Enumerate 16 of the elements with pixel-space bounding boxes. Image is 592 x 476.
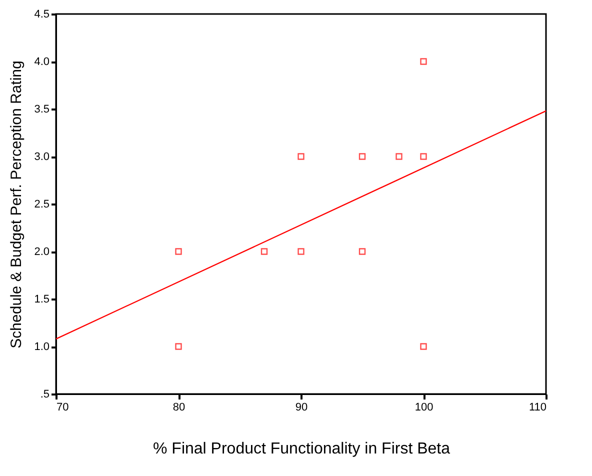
y-tick-label: 3.0	[34, 151, 50, 163]
x-tick-label: 80	[172, 402, 186, 414]
y-tick-label: 2.5	[34, 198, 50, 210]
y-tick-label: 3.5	[34, 104, 50, 116]
y-axis-title: Schedule & Budget Perf. Perception Rating	[8, 60, 26, 348]
x-tick-label: 70	[56, 402, 69, 414]
y-tick-label: .5	[40, 388, 50, 400]
x-tick-label: 110	[528, 402, 546, 414]
x-tick-label: 90	[295, 402, 308, 414]
y-tick-label: 2.0	[34, 246, 50, 258]
y-tick-label: 1.0	[34, 341, 50, 353]
x-axis-title: % Final Product Functionality in First Beta	[152, 440, 450, 458]
y-tick-label: 1.5	[34, 294, 50, 306]
y-tick-label: 4.5	[34, 8, 50, 20]
y-tick-label: 4.0	[34, 56, 50, 68]
x-tick-label: 100	[414, 402, 434, 414]
